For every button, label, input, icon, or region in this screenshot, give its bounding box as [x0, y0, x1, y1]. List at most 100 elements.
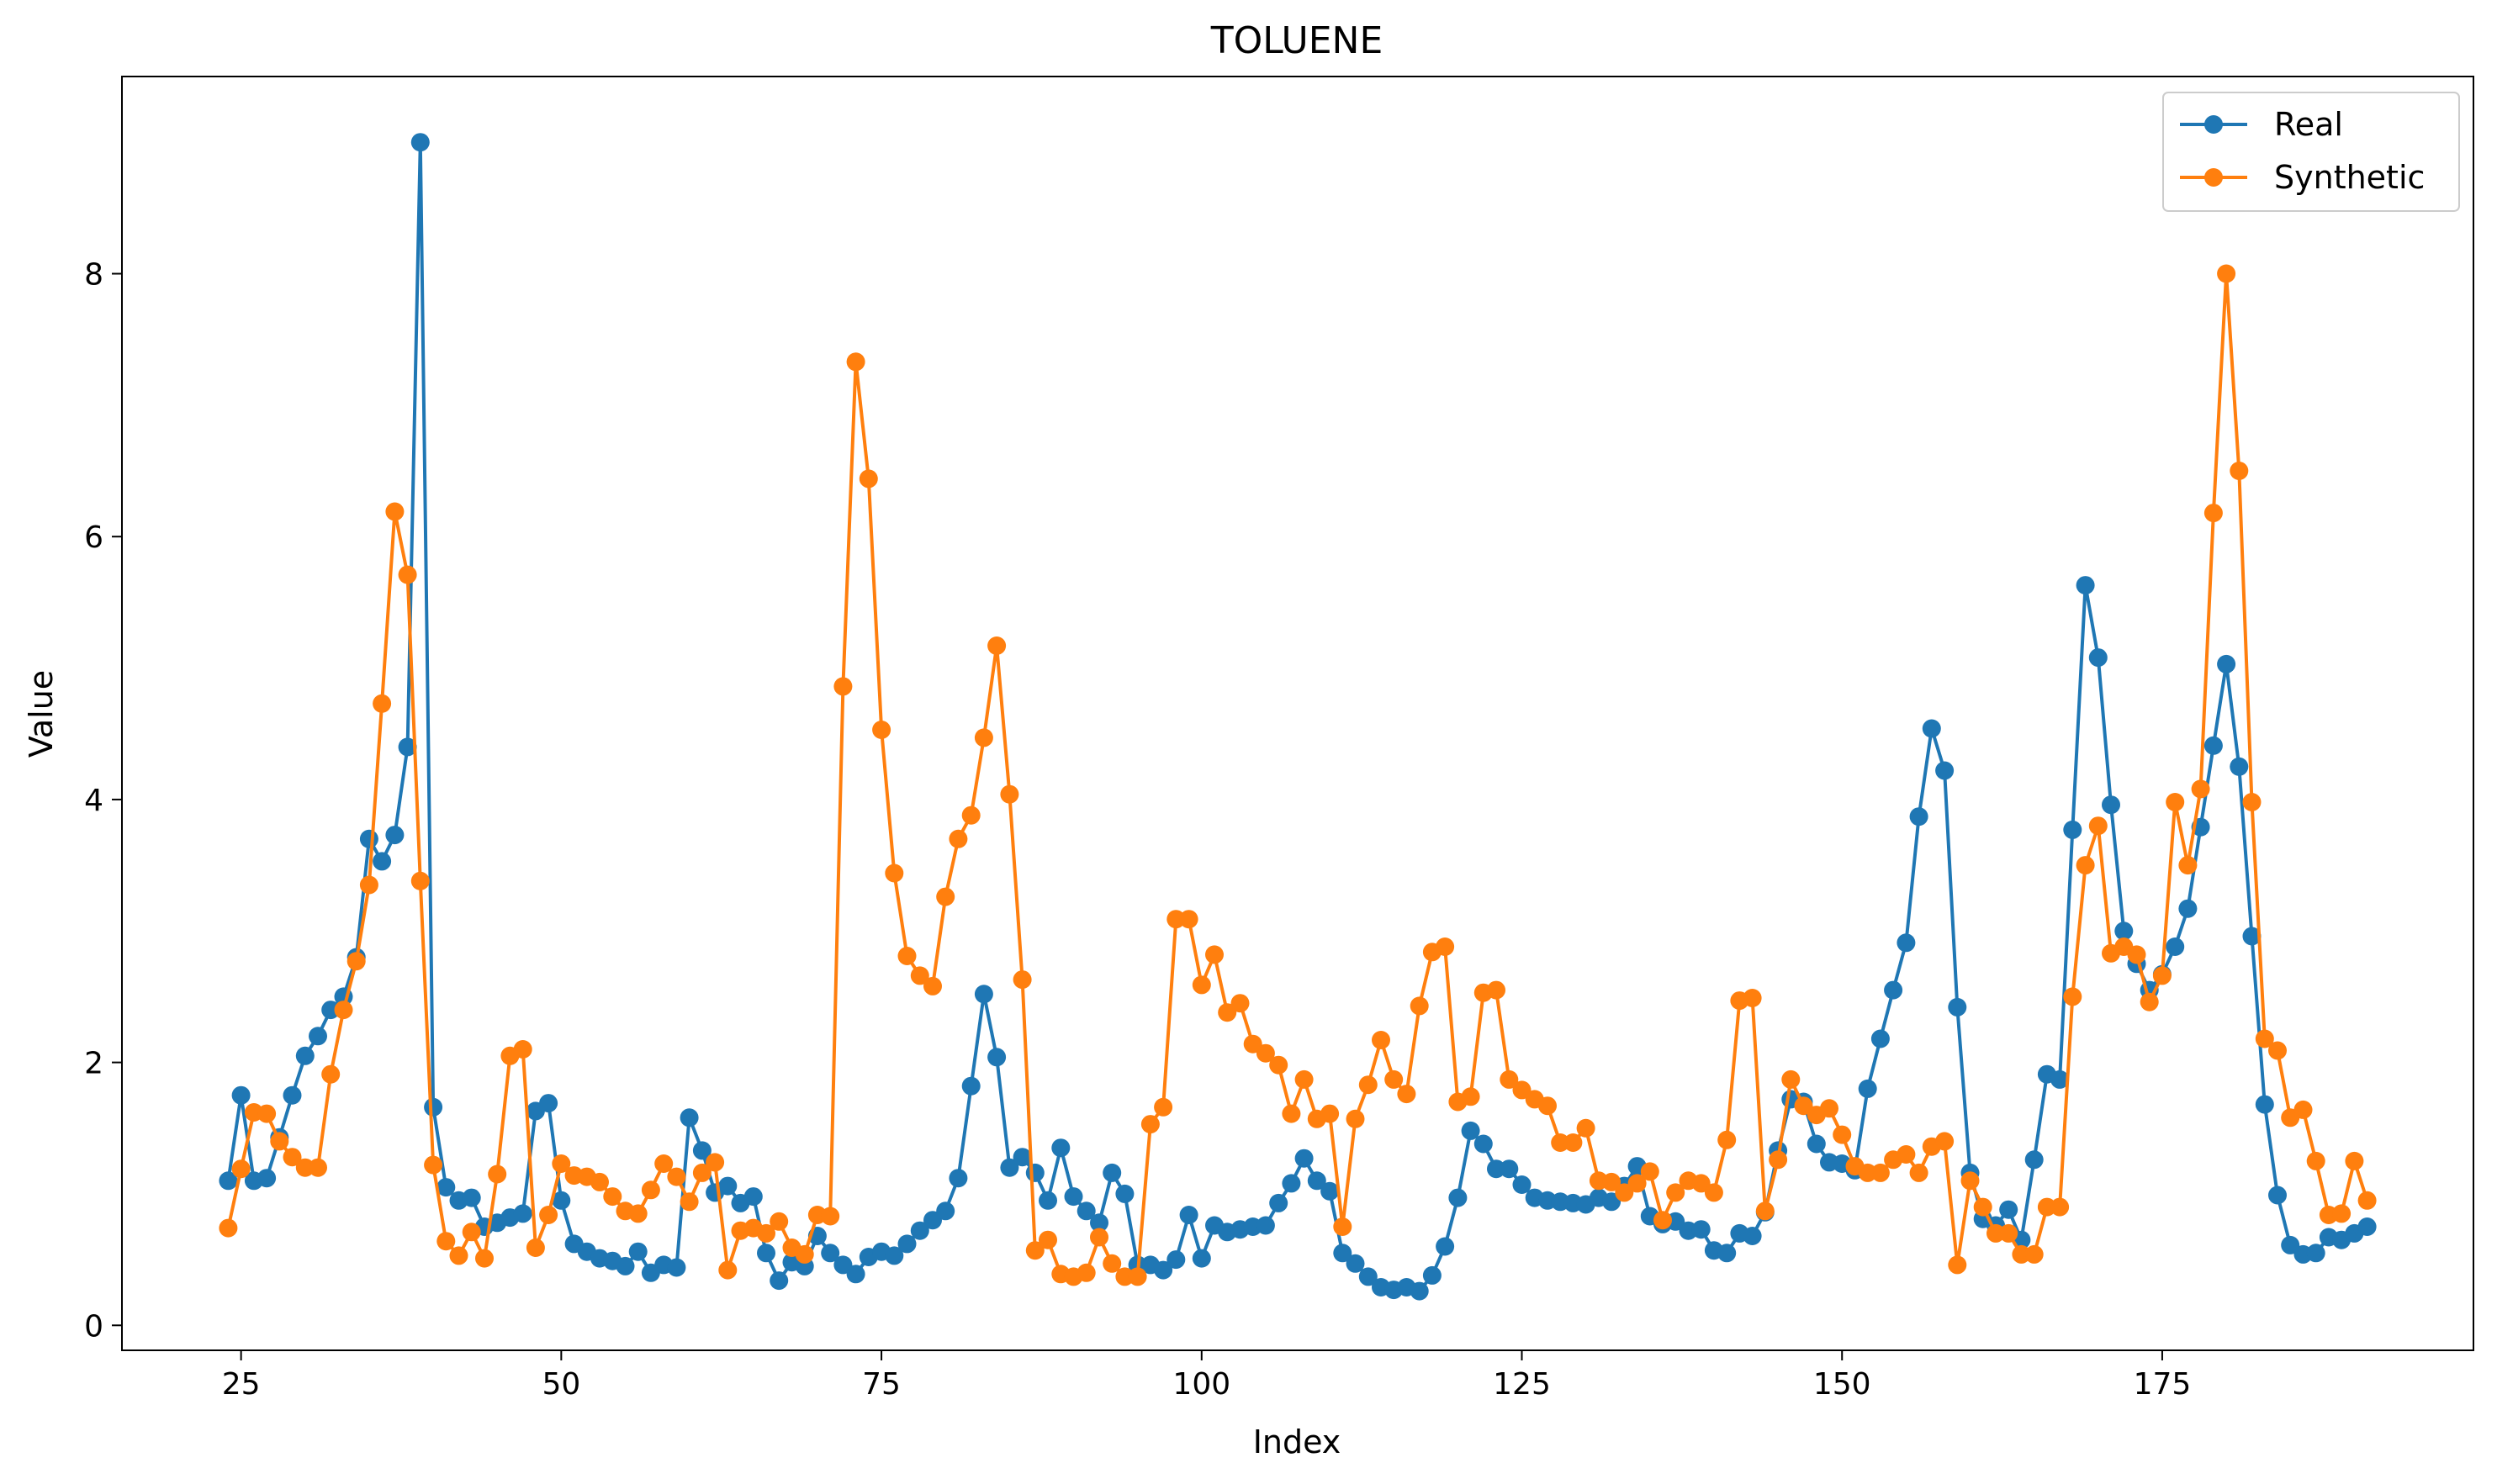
- data-point-real: [2076, 576, 2095, 595]
- legend-box: [2162, 92, 2460, 212]
- data-point-synthetic: [1320, 1104, 1340, 1123]
- data-point-real: [936, 1201, 955, 1221]
- data-point-synthetic: [398, 565, 417, 584]
- data-point-real: [961, 1076, 981, 1096]
- data-point-synthetic: [2088, 816, 2108, 836]
- data-point-synthetic: [1140, 1115, 1160, 1134]
- series-synthetic: [219, 264, 2377, 1286]
- data-point-synthetic: [1794, 1096, 1813, 1116]
- data-point-real: [1807, 1134, 1826, 1154]
- data-point-real: [1333, 1244, 1352, 1263]
- data-point-real: [1691, 1220, 1711, 1239]
- data-point-synthetic: [1346, 1109, 1365, 1128]
- data-point-synthetic: [385, 502, 405, 521]
- data-point-synthetic: [1230, 994, 1250, 1013]
- data-point-real: [1013, 1148, 1032, 1167]
- legend-marker-synthetic: [2204, 168, 2223, 187]
- data-point-real: [410, 133, 430, 152]
- data-point-real: [359, 829, 378, 848]
- data-point-real: [398, 737, 417, 757]
- data-point-synthetic: [923, 976, 942, 995]
- x-tick-label: 100: [1172, 1367, 1230, 1402]
- data-point-synthetic: [1358, 1075, 1378, 1095]
- data-point-real: [1192, 1249, 1211, 1268]
- data-point-synthetic: [949, 829, 968, 848]
- data-point-real: [1000, 1158, 1019, 1177]
- data-point-synthetic: [526, 1238, 545, 1257]
- data-point-real: [1512, 1175, 1532, 1194]
- data-point-synthetic: [347, 952, 366, 971]
- data-point-real: [616, 1256, 635, 1275]
- data-point-synthetic: [231, 1159, 251, 1179]
- data-point-synthetic: [1192, 975, 1211, 995]
- data-point-synthetic: [2012, 1244, 2031, 1264]
- data-point-synthetic: [2230, 462, 2249, 480]
- data-point-real: [667, 1258, 686, 1277]
- data-point-real: [1473, 1134, 1493, 1154]
- data-point-synthetic: [1179, 910, 1198, 929]
- data-point-synthetic: [2203, 504, 2223, 523]
- data-point-real: [2114, 922, 2134, 941]
- data-point-synthetic: [1986, 1223, 2005, 1243]
- data-point-synthetic: [846, 352, 865, 372]
- data-point-real: [552, 1191, 571, 1210]
- data-point-synthetic: [1500, 1069, 1519, 1089]
- y-tick-label: 8: [84, 258, 103, 293]
- data-point-real: [1448, 1188, 1468, 1207]
- data-point-synthetic: [1909, 1163, 1928, 1182]
- y-tick-label: 0: [84, 1309, 103, 1344]
- data-point-real: [2166, 937, 2185, 956]
- data-point-synthetic: [2268, 1041, 2287, 1060]
- data-point-real: [309, 1027, 327, 1046]
- data-point-real: [2281, 1235, 2300, 1254]
- y-tick-label: 2: [84, 1047, 103, 1081]
- data-point-synthetic: [1090, 1228, 1108, 1247]
- data-point-synthetic: [897, 947, 917, 965]
- data-point-real: [2230, 757, 2249, 776]
- data-point-synthetic: [283, 1148, 302, 1167]
- legend-marker-real: [2204, 115, 2223, 134]
- data-point-synthetic: [821, 1207, 840, 1226]
- data-point-real: [257, 1169, 277, 1188]
- data-point-real: [1051, 1138, 1071, 1158]
- data-point-synthetic: [1128, 1267, 1147, 1286]
- plot-area: [219, 133, 2377, 1301]
- data-point-real: [1039, 1191, 1057, 1210]
- data-point-synthetic: [219, 1218, 238, 1238]
- data-point-synthetic: [1243, 1034, 1262, 1054]
- data-point-synthetic: [2332, 1204, 2352, 1223]
- data-point-synthetic: [2242, 793, 2262, 811]
- data-point-synthetic: [1384, 1069, 1404, 1089]
- data-point-synthetic: [1999, 1223, 2018, 1243]
- x-tick-label: 125: [1493, 1367, 1551, 1402]
- data-point-real: [821, 1244, 840, 1263]
- data-point-real: [833, 1255, 853, 1275]
- plot-frame: [121, 76, 2474, 1351]
- data-point-synthetic: [1115, 1267, 1135, 1286]
- data-point-synthetic: [1743, 989, 1762, 1007]
- data-point-real: [1743, 1227, 1762, 1245]
- data-point-synthetic: [987, 636, 1007, 655]
- chart-title: TOLUENE: [1210, 19, 1383, 62]
- data-point-real: [757, 1244, 775, 1263]
- data-point-real: [1410, 1281, 1429, 1301]
- data-point-real: [2178, 899, 2198, 918]
- data-point-synthetic: [885, 863, 904, 883]
- data-point-synthetic: [1294, 1069, 1314, 1089]
- data-point-real: [2242, 927, 2262, 946]
- data-point-real: [1922, 719, 1941, 738]
- data-point-real: [1115, 1184, 1135, 1203]
- data-point-synthetic: [1013, 970, 1032, 990]
- data-point-synthetic: [641, 1180, 660, 1200]
- data-point-real: [1870, 1029, 1890, 1048]
- data-point-synthetic: [2191, 779, 2210, 799]
- data-point-synthetic: [2063, 987, 2082, 1006]
- data-point-real: [1179, 1206, 1198, 1224]
- data-point-real: [231, 1085, 251, 1105]
- data-point-real: [923, 1211, 942, 1230]
- data-point-real: [692, 1141, 712, 1160]
- data-point-real: [1884, 980, 1903, 1000]
- data-point-synthetic: [2293, 1100, 2313, 1119]
- data-point-synthetic: [706, 1153, 725, 1172]
- data-point-synthetic: [872, 721, 891, 739]
